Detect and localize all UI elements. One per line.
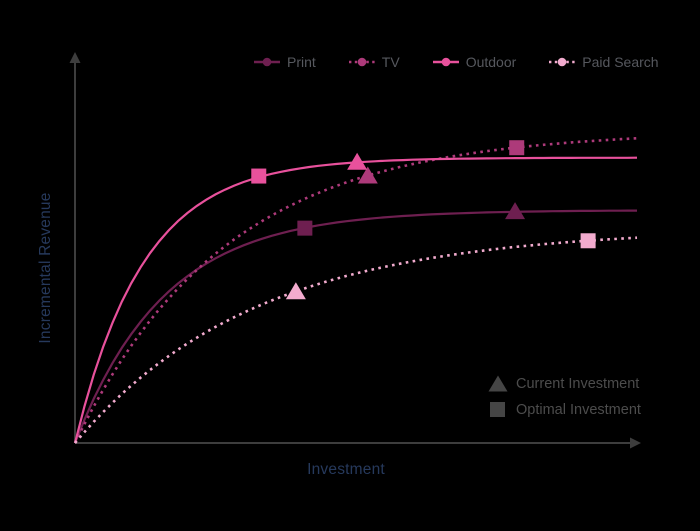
print-line-marker-icon — [254, 56, 280, 68]
square-marker-icon — [488, 401, 508, 418]
triangle-marker-icon — [488, 375, 508, 392]
marker-paid-search-current — [285, 282, 306, 300]
marker-tv-optimal — [509, 140, 525, 156]
marker-outdoor-optimal — [251, 168, 267, 184]
square-swatch-svg — [490, 402, 505, 417]
current-investment-row: Current Investment — [488, 375, 641, 392]
curve-paid-search — [74, 236, 638, 444]
legend-item-outdoor: Outdoor — [432, 54, 517, 70]
tv-line-marker-icon — [348, 56, 375, 68]
marker-outdoor-current — [347, 152, 368, 170]
legend-label-outdoor: Outdoor — [465, 54, 517, 70]
marker-paid-search-optimal — [580, 233, 596, 249]
marker-print-current — [505, 202, 526, 220]
marker-print-optimal — [297, 220, 313, 236]
curve-tv — [73, 137, 638, 444]
x-axis-label: Investment — [307, 461, 385, 478]
y-axis-arrow-icon — [69, 52, 81, 63]
paid-search-line-marker-icon — [549, 56, 576, 68]
legend-swatch-svg — [254, 57, 280, 67]
optimal-investment-row: Optimal Investment — [488, 401, 641, 418]
legend-swatch-svg — [348, 57, 375, 67]
legend-label-print: Print — [287, 54, 316, 70]
series-legend: Print TV Outdoor Paid Search — [254, 54, 659, 70]
x-axis-arrow-icon — [630, 437, 641, 449]
outdoor-line-marker-icon — [432, 56, 459, 68]
legend-swatch-svg — [432, 57, 459, 67]
current-investment-label: Current Investment — [516, 375, 640, 392]
marker-tv-current — [357, 166, 378, 184]
optimal-investment-label: Optimal Investment — [516, 401, 641, 418]
legend-item-paid-search: Paid Search — [549, 54, 659, 70]
legend-swatch-svg — [549, 57, 576, 67]
legend-label-tv: TV — [381, 54, 400, 70]
legend-item-print: Print — [254, 54, 316, 70]
legend-label-paid-search: Paid Search — [582, 54, 659, 70]
y-axis-label: Incremental Revenue — [37, 192, 54, 344]
triangle-swatch-svg — [488, 375, 508, 392]
curve-print — [73, 209, 637, 444]
investment-marker-legend: Current Investment Optimal Investment — [488, 375, 641, 418]
legend-item-tv: TV — [348, 54, 400, 70]
